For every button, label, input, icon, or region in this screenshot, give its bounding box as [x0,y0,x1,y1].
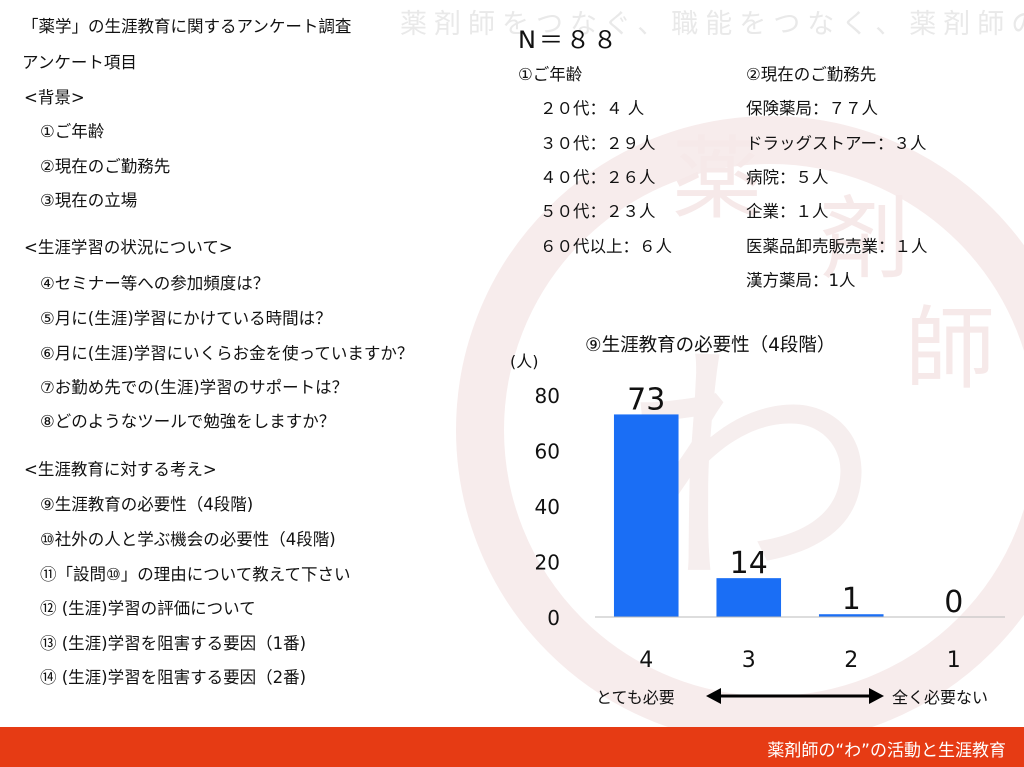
survey-item: ③現在の立場 [40,191,138,210]
survey-item: ⑪「設問⑩」の理由について教えて下さい [40,565,351,584]
section-heading-thoughts: <生涯教育に対する考え> [24,460,217,479]
workplace-row: 保険薬局：７７人 [746,99,878,118]
necessity-bar-chart: ⑨生涯教育の必要性（4段階） (人) 0 20 40 60 80 73 14 1 0 4 3 2 1… [510,335,1005,707]
bar [613,414,679,617]
scale-right-label: 全く必要ない [892,688,988,707]
footer-bar: 薬剤師の“わ”の活動と生涯教育 [0,727,1024,767]
workplace-row: 企業：１人 [746,202,829,221]
footer-text: 薬剤師の“わ”の活動と生涯教育 [767,741,1006,761]
chart-title: ⑨生涯教育の必要性（4段階） [585,335,835,356]
x-tick-label: 2 [844,648,858,673]
bar-value-label: 1 [842,582,861,617]
survey-item: ⑤月に(生涯)学習にかけている時間は？ [40,309,332,328]
y-tick-label: 80 [535,384,560,408]
bar [818,614,884,617]
bar-value-label: 73 [627,382,665,417]
bar [716,578,782,617]
age-row: ６０代以上：６人 [540,237,672,256]
y-tick-label: 60 [535,440,560,464]
scale-left-label: とても必要 [596,688,675,707]
survey-title: 「薬学」の生涯教育に関するアンケート調査 [22,17,352,36]
survey-item: ⑦お勤め先での(生涯)学習のサポートは？ [40,378,349,397]
survey-item: ⑨生涯教育の必要性（4段階) [40,495,254,514]
sample-size-label: N＝８８ [518,26,620,54]
survey-item: ④セミナー等への参加頻度は？ [40,274,270,293]
workplace-row: 漢方薬局：1人 [746,271,856,290]
workplace-row: 病院：５人 [746,168,829,187]
survey-item: ⑥月に(生涯)学習にいくらお金を使っていますか？ [40,344,414,363]
survey-items-header: アンケート項目 [22,53,137,72]
bar-value-label: 0 [944,585,963,620]
section-heading-background: <背景> [24,88,85,107]
age-row: ４０代：２６人 [540,168,656,187]
survey-item: ⑫ (生涯)学習の評価について [40,599,256,618]
survey-item: ⑬ (生涯)学習を阻害する要因（1番) [40,634,307,653]
survey-item: ②現在のご勤務先 [40,157,171,176]
watermark-slogan: 薬剤師をつなぐ、職能をつなく、薬剤師の繋がり“わ”をつくりたい [400,9,1024,36]
survey-item: ①ご年齢 [40,122,105,141]
x-tick-label: 3 [742,648,756,673]
workplace-row: 医薬品卸売販売業：１人 [746,237,928,256]
double-arrow-icon [706,688,884,704]
workplace-heading: ②現在のご勤務先 [746,65,877,84]
survey-item: ⑧どのようなツールで勉強をしますか？ [40,412,336,431]
y-tick-label: 0 [547,606,560,630]
survey-item: ⑭ (生涯)学習を阻害する要因（2番) [40,668,307,687]
y-tick-label: 40 [535,495,560,519]
y-tick-label: 20 [535,551,560,575]
age-row: ３０代：２９人 [540,134,656,153]
x-tick-label: 1 [947,648,961,673]
bar-value-label: 14 [730,546,768,581]
section-heading-learning: <生涯学習の状況について> [24,238,233,257]
age-heading: ①ご年齢 [518,65,583,84]
workplace-row: ドラッグストアー：３人 [746,134,927,153]
age-row: ５０代：２３人 [540,202,656,221]
y-axis-label: (人) [510,352,539,371]
x-tick-label: 4 [639,648,653,673]
survey-item: ⑩社外の人と学ぶ機会の必要性（4段階) [40,530,336,549]
age-row: ２０代：４ 人 [540,99,645,118]
